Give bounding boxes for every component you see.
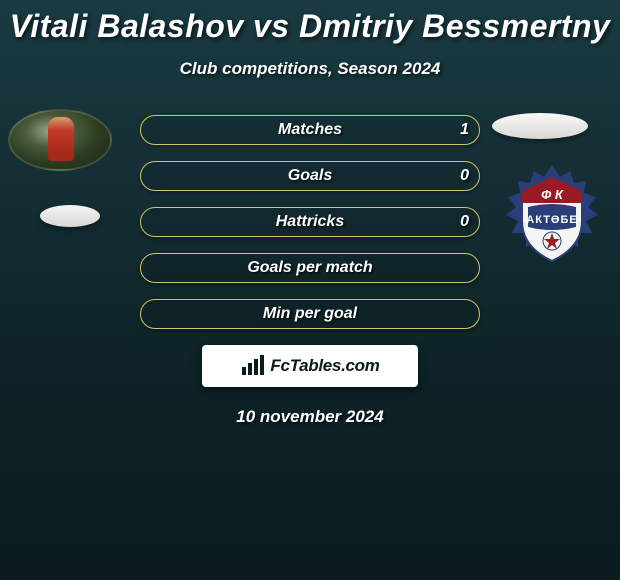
- club-crest-right: Ф К АКТӨБЕ: [502, 163, 602, 271]
- date-label: 10 november 2024: [0, 407, 620, 427]
- stats-panel: Ф К АКТӨБЕ Matches 1 Goals 0 Hattricks 0…: [0, 115, 620, 427]
- stat-row-matches: Matches 1: [140, 115, 480, 145]
- stat-row-hattricks: Hattricks 0: [140, 207, 480, 237]
- stat-label: Goals: [288, 167, 332, 185]
- svg-text:Ф К: Ф К: [541, 187, 564, 202]
- team-left-placeholder: [40, 205, 100, 227]
- player-left-avatar: [8, 109, 112, 171]
- stat-label: Hattricks: [276, 213, 344, 231]
- stat-row-goals: Goals 0: [140, 161, 480, 191]
- stat-label: Min per goal: [263, 305, 357, 323]
- stat-row-goals-per-match: Goals per match: [140, 253, 480, 283]
- team-right-placeholder: [492, 113, 588, 139]
- brand-text: FcTables.com: [270, 356, 379, 376]
- stat-right-value: 0: [460, 213, 469, 231]
- stat-right-value: 1: [460, 121, 469, 139]
- page-title: Vitali Balashov vs Dmitriy Bessmertny: [0, 0, 620, 45]
- stat-label: Goals per match: [247, 259, 372, 277]
- svg-text:АКТӨБЕ: АКТӨБЕ: [526, 214, 577, 226]
- stat-right-value: 0: [460, 167, 469, 185]
- stat-label: Matches: [278, 121, 342, 139]
- bars-icon: [240, 355, 266, 377]
- subtitle: Club competitions, Season 2024: [0, 59, 620, 79]
- brand-watermark: FcTables.com: [202, 345, 418, 387]
- stat-row-min-per-goal: Min per goal: [140, 299, 480, 329]
